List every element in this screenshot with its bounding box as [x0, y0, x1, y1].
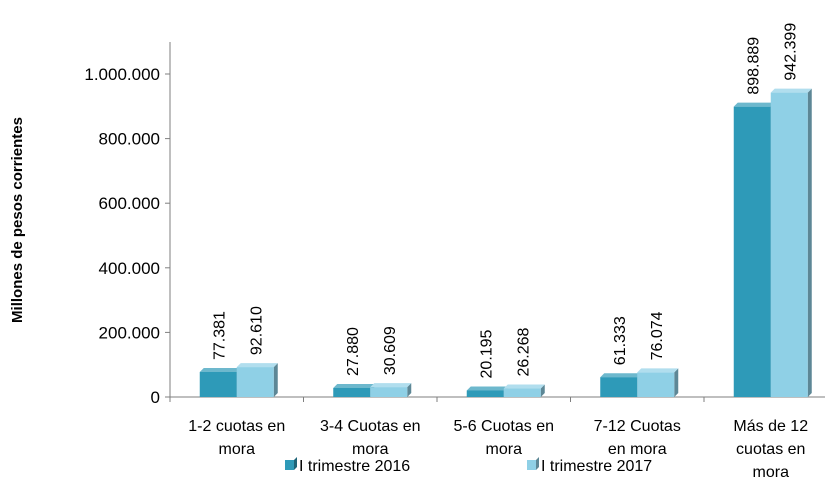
bar-top-face — [236, 363, 278, 368]
legend-item: I trimestre 2017 — [527, 457, 652, 475]
legend-label: I trimestre 2017 — [541, 458, 652, 475]
y-axis: 0 200.000 400.000 600.000 800.000 1.000.000 — [84, 42, 825, 407]
bar-front-face — [199, 372, 237, 397]
y-axis-title: Millones de pesos corrientes — [9, 117, 26, 323]
data-label: 27.880 — [345, 327, 362, 376]
bar-top-face — [466, 386, 508, 391]
bar-side-face — [807, 88, 812, 397]
bar-top-face — [733, 102, 775, 107]
category-labels: 1-2 cuotas en mora 3-4 Cuotas en mora 5-6 Cu… — [188, 418, 808, 481]
category-label: 7-12 Cuotas en mora — [594, 418, 681, 458]
data-label: 77.381 — [211, 311, 228, 360]
category-label: 1-2 cuotas en mora — [188, 418, 285, 458]
bar-top-face — [199, 368, 241, 373]
bar-front-face — [637, 372, 675, 397]
legend-swatch — [285, 460, 294, 470]
bar-front-face — [503, 388, 541, 397]
bar-top-face — [333, 383, 375, 388]
bar — [370, 383, 412, 397]
bar-front-face — [333, 387, 371, 397]
category-label: 5-6 Cuotas en mora — [453, 418, 554, 458]
bar — [199, 368, 241, 397]
y-tick-label: 1.000.000 — [84, 65, 160, 84]
bar — [466, 386, 508, 397]
data-label: 26.268 — [515, 327, 532, 376]
bar-front-face — [236, 367, 274, 397]
data-label: 76.074 — [649, 311, 666, 360]
category-label: 3-4 Cuotas en mora — [320, 418, 421, 458]
bar — [503, 384, 545, 397]
bar-side-face — [407, 383, 412, 397]
bar-front-face — [733, 106, 771, 398]
y-tick-label: 200.000 — [99, 323, 160, 342]
legend-swatch-side — [536, 457, 539, 470]
bar-front-face — [466, 390, 504, 397]
category-label: Más de 12 cuotas en mora — [733, 418, 808, 481]
bar-front-face — [600, 377, 638, 397]
data-label: 92.610 — [248, 306, 265, 355]
legend: I trimestre 2016 I trimestre 2017 — [285, 457, 652, 475]
legend-swatch-side — [294, 457, 297, 470]
data-label: 30.609 — [382, 326, 399, 375]
y-tick-label: 0 — [151, 388, 160, 407]
bar-front-face — [370, 387, 408, 397]
y-tick-label: 400.000 — [99, 259, 160, 278]
bar — [333, 383, 375, 397]
y-tick-label: 800.000 — [99, 130, 160, 149]
bar — [236, 363, 278, 397]
legend-swatch — [527, 460, 536, 470]
data-label: 20.195 — [478, 329, 495, 378]
y-axis-title-group: Millones de pesos corrientes — [9, 117, 26, 323]
data-label: 942.399 — [782, 23, 799, 81]
bar — [770, 88, 812, 397]
bar-top-face — [600, 373, 642, 378]
data-label: 898.889 — [745, 37, 762, 95]
bar-top-face — [503, 384, 545, 389]
y-tick-label: 600.000 — [99, 194, 160, 213]
legend-label: I trimestre 2016 — [299, 458, 410, 475]
bars-group: 77.381 92.610 27.880 30.609 20.195 26.268 61.3… — [199, 23, 812, 398]
legend-item: I trimestre 2016 — [285, 457, 410, 475]
bar — [600, 373, 642, 397]
data-label: 61.333 — [612, 316, 629, 365]
bar-top-face — [370, 383, 412, 388]
bar-side-face — [540, 384, 545, 397]
bar-side-face — [674, 368, 679, 397]
bar-side-face — [273, 363, 278, 397]
bar-top-face — [770, 88, 812, 93]
bar-front-face — [770, 92, 808, 397]
bar — [733, 102, 775, 398]
bar-top-face — [637, 368, 679, 373]
bar — [637, 368, 679, 397]
